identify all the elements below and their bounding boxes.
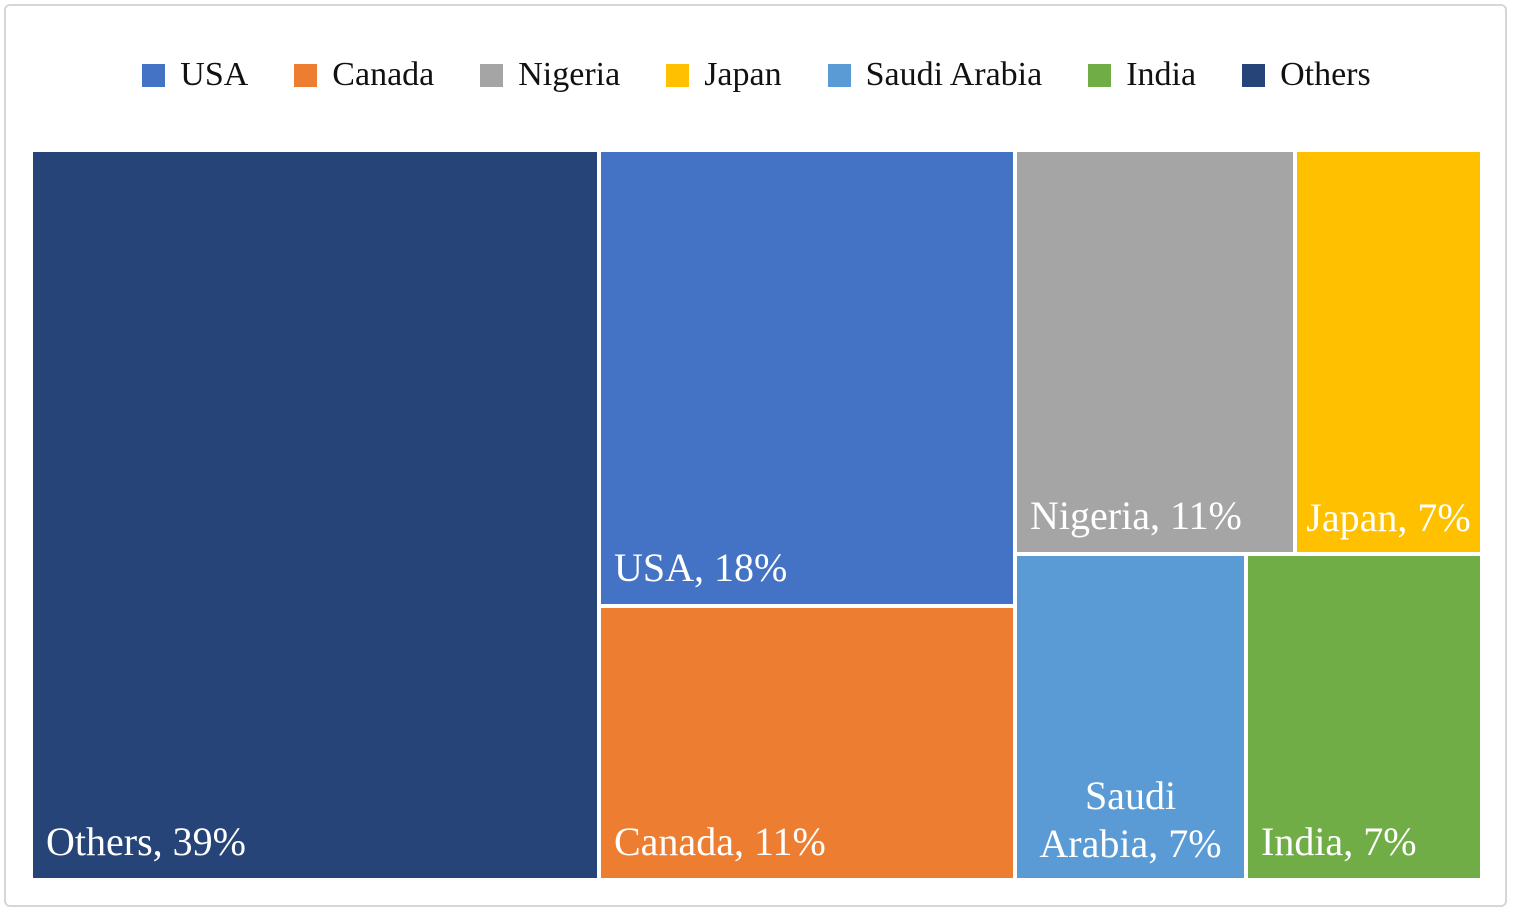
- legend-swatch-others-icon: [1242, 63, 1266, 87]
- legend: USA Canada Nigeria Japan Saudi Arabia In…: [0, 58, 1513, 92]
- treemap-tile-saudi-arabia: Saudi Arabia, 7%: [1017, 556, 1244, 878]
- treemap-tile-usa: USA, 18%: [601, 152, 1013, 604]
- legend-label-others: Others: [1280, 56, 1371, 93]
- legend-swatch-nigeria-icon: [480, 63, 504, 87]
- legend-label-india: India: [1126, 56, 1197, 93]
- treemap-tile-label-others: Others, 39%: [46, 819, 246, 864]
- legend-swatch-saudi-arabia-icon: [827, 63, 851, 87]
- legend-item-japan: Japan: [666, 56, 782, 93]
- treemap-tile-label-india: India, 7%: [1261, 819, 1417, 864]
- treemap-tile-india: India, 7%: [1248, 556, 1480, 878]
- legend-label-canada: Canada: [332, 56, 435, 93]
- treemap-tile-others: Others, 39%: [33, 152, 597, 878]
- legend-item-nigeria: Nigeria: [480, 58, 620, 92]
- treemap-tile-nigeria: Nigeria, 11%: [1017, 152, 1293, 552]
- treemap-tile-label-nigeria: Nigeria, 11%: [1030, 493, 1242, 538]
- legend-label-nigeria: Nigeria: [518, 56, 621, 93]
- legend-label-japan: Japan: [704, 56, 782, 93]
- legend-swatch-japan-icon: [666, 63, 690, 87]
- legend-item-others: Others: [1242, 58, 1371, 92]
- legend-swatch-india-icon: [1088, 63, 1112, 87]
- legend-item-saudi-arabia: Saudi Arabia: [827, 56, 1043, 93]
- treemap-tile-canada: Canada, 11%: [601, 608, 1013, 878]
- legend-item-india: India: [1088, 58, 1196, 92]
- treemap-tile-label-japan: Japan, 7%: [1306, 495, 1471, 540]
- legend-swatch-usa-icon: [142, 63, 166, 87]
- legend-label-usa: USA: [180, 56, 249, 93]
- treemap-tile-label-usa: USA, 18%: [614, 545, 788, 590]
- legend-item-canada: Canada: [294, 58, 434, 92]
- treemap-tile-label-canada: Canada, 11%: [614, 819, 826, 864]
- treemap-tile-label-saudi-arabia: Saudi Arabia, 7%: [1039, 773, 1222, 866]
- legend-item-usa: USA: [142, 58, 248, 92]
- legend-swatch-canada-icon: [294, 63, 318, 87]
- legend-label-saudi-arabia: Saudi Arabia: [865, 56, 1043, 93]
- treemap-tile-japan: Japan, 7%: [1297, 152, 1480, 552]
